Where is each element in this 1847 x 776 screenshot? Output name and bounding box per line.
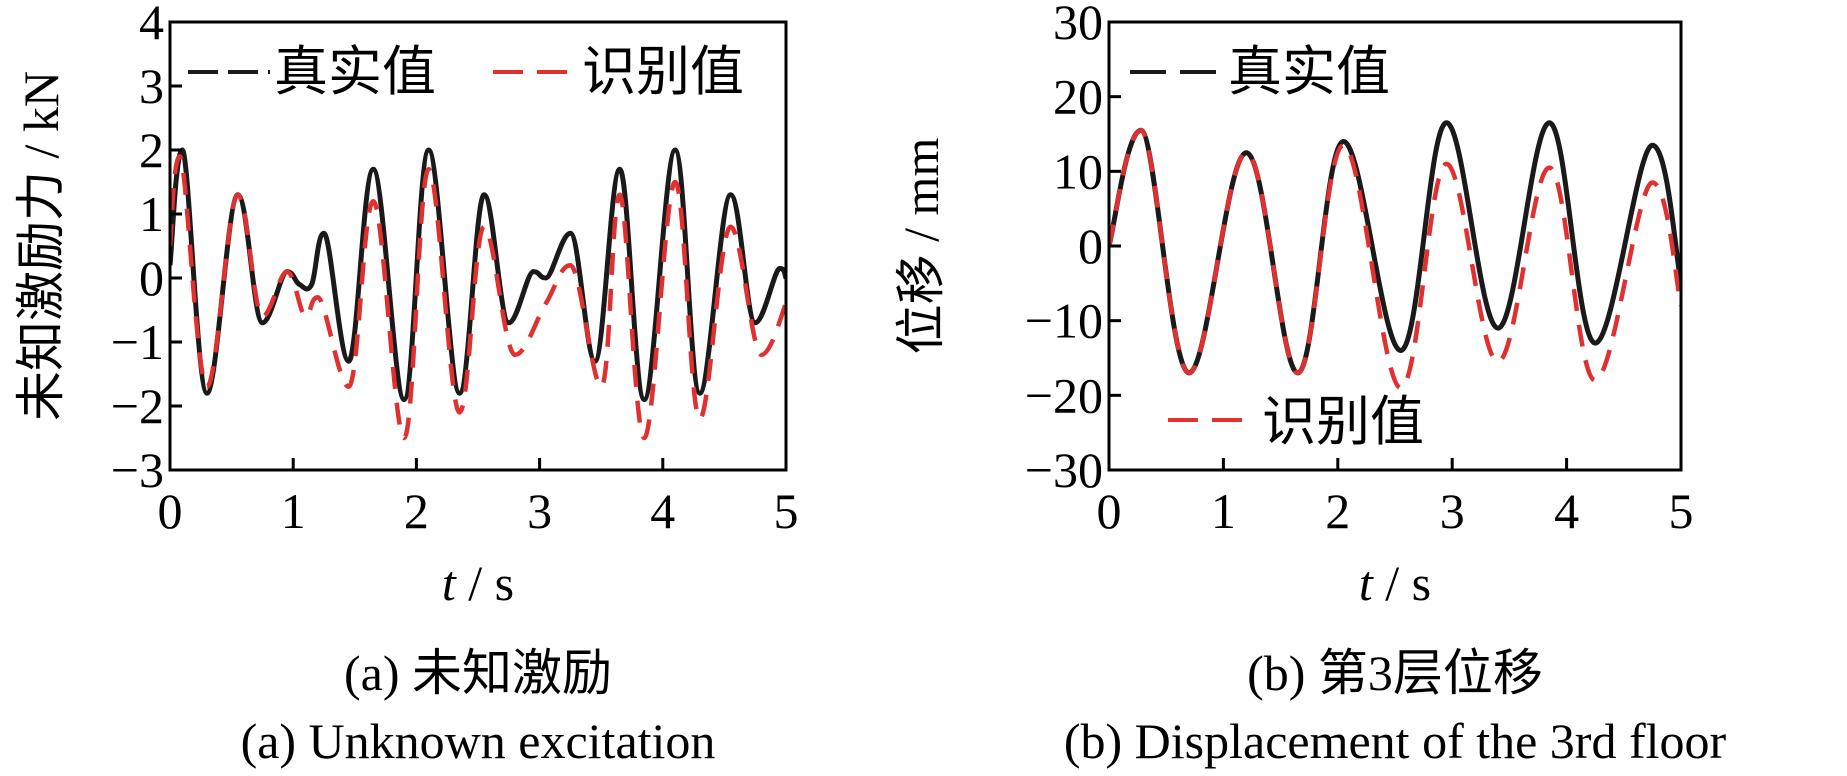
- panel-a-legend-label-true: 真实值: [274, 42, 436, 102]
- panel-a-x-tick-label: 1: [281, 483, 306, 539]
- panel-a-x-axis-var: t: [442, 555, 457, 611]
- panel-b-x-axis-unit: / s: [1373, 555, 1431, 611]
- panel-b-x-axis-label: t / s: [1359, 555, 1431, 611]
- panel-b-x-axis-var: t: [1359, 555, 1374, 611]
- panel-a-caption-en: (a) Unknown excitation: [241, 713, 716, 769]
- panel-b-x-tick-label: 2: [1325, 483, 1350, 539]
- panel-a-y-tick-label: 2: [139, 122, 164, 178]
- panel-b-x-tick-label: 5: [1669, 483, 1694, 539]
- panel-b-x-tick-label: 0: [1097, 483, 1122, 539]
- panel-b-series-true-line: [1109, 120, 1681, 376]
- panel-a-x-axis-unit: / s: [456, 555, 514, 611]
- panel-b-caption-cn: (b) 第3层位移: [1247, 645, 1543, 701]
- panel-a-y-tick-label: −2: [111, 378, 164, 434]
- panel-a-y-tick-label: 0: [139, 250, 164, 306]
- panel-a-x-axis-label: t / s: [442, 555, 514, 611]
- panel-a: 0 1 2 3 4 5 −3 −2 −1 0 1 2 3 4 真实值 识别值 未知激励力 / kN t /…: [13, 0, 799, 769]
- panel-b-y-axis-label: 位移 / mm: [893, 138, 949, 355]
- panel-a-y-axis-label: 未知激励力 / kN: [13, 71, 69, 421]
- panel-a-y-tick-label: 4: [139, 0, 164, 50]
- panel-a-x-tick-label: 5: [774, 483, 799, 539]
- panel-b-curves: [1109, 120, 1681, 391]
- panel-b: 0 1 2 3 4 5 −30 −20 −10 0 10 20 30 真实值 识别值 位移 / mm t…: [893, 0, 1726, 769]
- panel-a-legend-label-identified: 识别值: [582, 42, 744, 102]
- panel-b-caption-en: (b) Displacement of the 3rd floor: [1064, 713, 1727, 769]
- panel-a-plot-frame: [168, 20, 788, 472]
- panel-a-y-tick-label: −3: [111, 442, 164, 498]
- panel-a-curves: [170, 147, 786, 441]
- panel-b-legend-label-identified: 识别值: [1262, 392, 1424, 452]
- panel-b-y-tick-label: −30: [1025, 442, 1103, 498]
- panel-b-x-tick-label: 1: [1211, 483, 1236, 539]
- panel-b-y-tick-label: 30: [1053, 0, 1103, 50]
- panel-a-y-tick-label: −1: [111, 314, 164, 370]
- panel-b-y-tick-label: 20: [1053, 69, 1103, 125]
- panel-a-y-tick-label: 3: [139, 58, 164, 114]
- panel-a-ticks: 0 1 2 3 4 5 −3 −2 −1 0 1 2 3 4: [111, 0, 799, 539]
- panel-b-x-tick-label: 3: [1440, 483, 1465, 539]
- panel-b-x-tick-label: 4: [1554, 483, 1579, 539]
- panel-b-legend-label-true: 真实值: [1228, 42, 1390, 102]
- panel-b-ticks: 0 1 2 3 4 5 −30 −20 −10 0 10 20 30: [1025, 0, 1694, 539]
- panel-b-legend: 真实值 识别值: [1130, 42, 1424, 452]
- panel-a-x-tick-label: 3: [527, 483, 552, 539]
- panel-b-series-identified-line: [1109, 128, 1681, 391]
- panel-a-caption-cn: (a) 未知激励: [344, 645, 612, 701]
- panel-b-y-tick-label: 0: [1078, 218, 1103, 274]
- panel-b-y-tick-label: 10: [1053, 143, 1103, 199]
- panel-b-y-tick-label: −20: [1025, 367, 1103, 423]
- panel-a-series-identified-line: [170, 154, 786, 441]
- panel-a-y-tick-label: 1: [139, 186, 164, 242]
- panel-b-y-tick-label: −10: [1025, 293, 1103, 349]
- panel-a-x-tick-label: 2: [404, 483, 429, 539]
- panel-a-legend: 真实值 识别值: [188, 42, 744, 102]
- panel-a-x-tick-label: 0: [158, 483, 183, 539]
- panel-a-x-tick-label: 4: [650, 483, 675, 539]
